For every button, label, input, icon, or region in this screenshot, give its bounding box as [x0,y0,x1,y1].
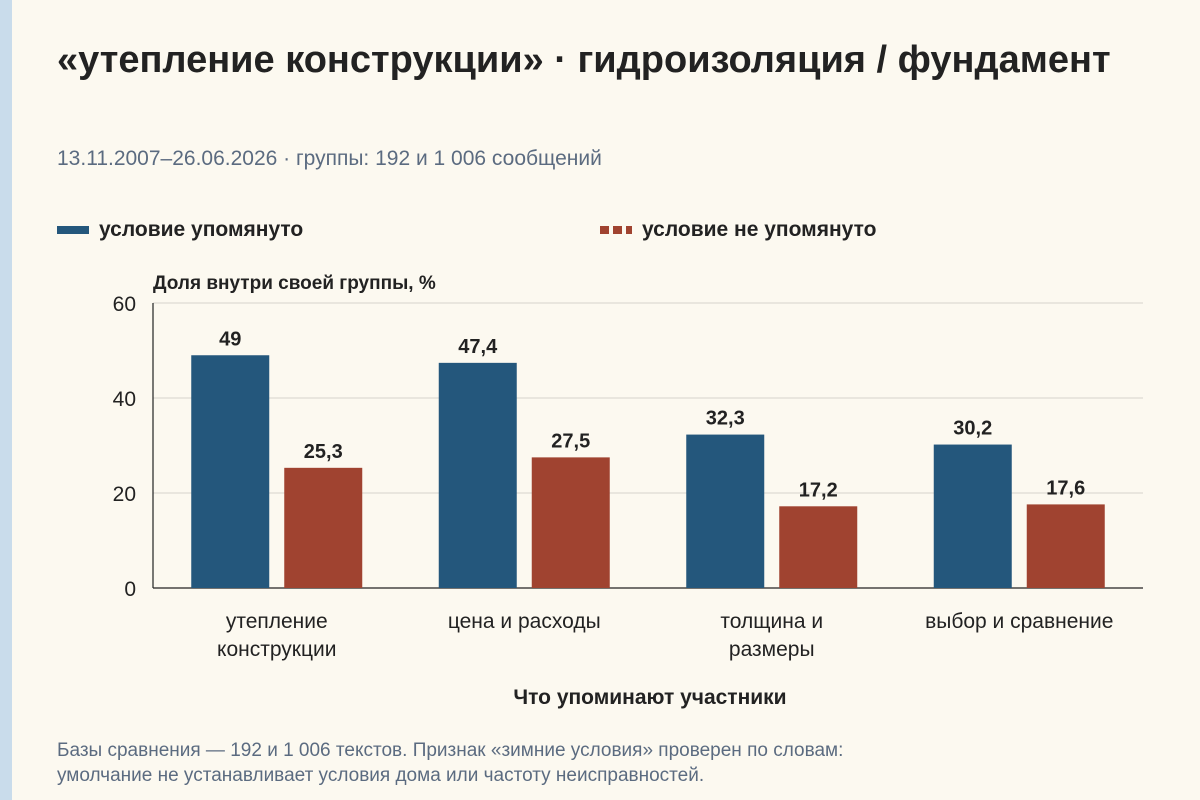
legend-item-not-mentioned: условие не упомянуто [600,218,876,242]
y-tick-label: 40 [113,388,136,411]
page-title: «утепление конструкции» · гидроизоляция … [57,39,1111,81]
y-tick-label: 20 [113,483,136,506]
footnote-line-2: умолчание не устанавливает условия дома … [57,765,705,786]
bar-not-mentioned [1026,504,1105,588]
x-axis-label: Что упоминают участники [513,686,787,709]
y-tick-label: 0 [124,578,136,601]
bar-value-label: 30,2 [953,418,992,440]
legend-item-mentioned: условие упомянуто [57,218,303,242]
legend-swatch-not-mentioned [600,226,632,234]
page-subtitle: 13.11.2007–26.06.2026 · группы: 192 и 1 … [57,147,602,170]
legend-label-not-mentioned: условие не упомянуто [642,218,877,241]
footnote-line-1: Базы сравнения — 192 и 1 006 текстов. Пр… [57,740,844,761]
side-accent-strip [0,0,12,800]
bar-value-label: 17,2 [799,479,838,501]
bar-not-mentioned [284,467,363,588]
footnote: Базы сравнения — 192 и 1 006 текстов. Пр… [57,738,1157,788]
bar-not-mentioned [531,457,610,588]
x-tick-label: утепление [226,610,328,633]
y-tick-label: 60 [113,293,136,316]
bar-value-label: 47,4 [458,336,498,358]
bar-mentioned [438,362,517,588]
x-tick-label: размеры [729,638,815,661]
bar-value-label: 49 [219,328,241,350]
bar-mentioned [191,355,270,588]
bar-value-label: 27,5 [551,430,590,452]
bar-mentioned [686,434,765,588]
bar-value-label: 17,6 [1046,477,1085,499]
bar-not-mentioned [779,506,858,588]
bar-value-label: 32,3 [706,408,745,430]
x-tick-label: выбор и сравнение [925,610,1113,633]
x-tick-label: конструкции [217,638,336,661]
bar-mentioned [933,444,1012,588]
legend-swatch-mentioned [57,226,89,234]
legend-label-mentioned: условие упомянуто [99,218,304,241]
x-tick-label: толщина и [720,610,823,633]
bar-value-label: 25,3 [304,441,343,463]
y-axis-label: Доля внутри своей группы, % [153,273,436,294]
x-tick-label: цена и расходы [448,610,601,633]
